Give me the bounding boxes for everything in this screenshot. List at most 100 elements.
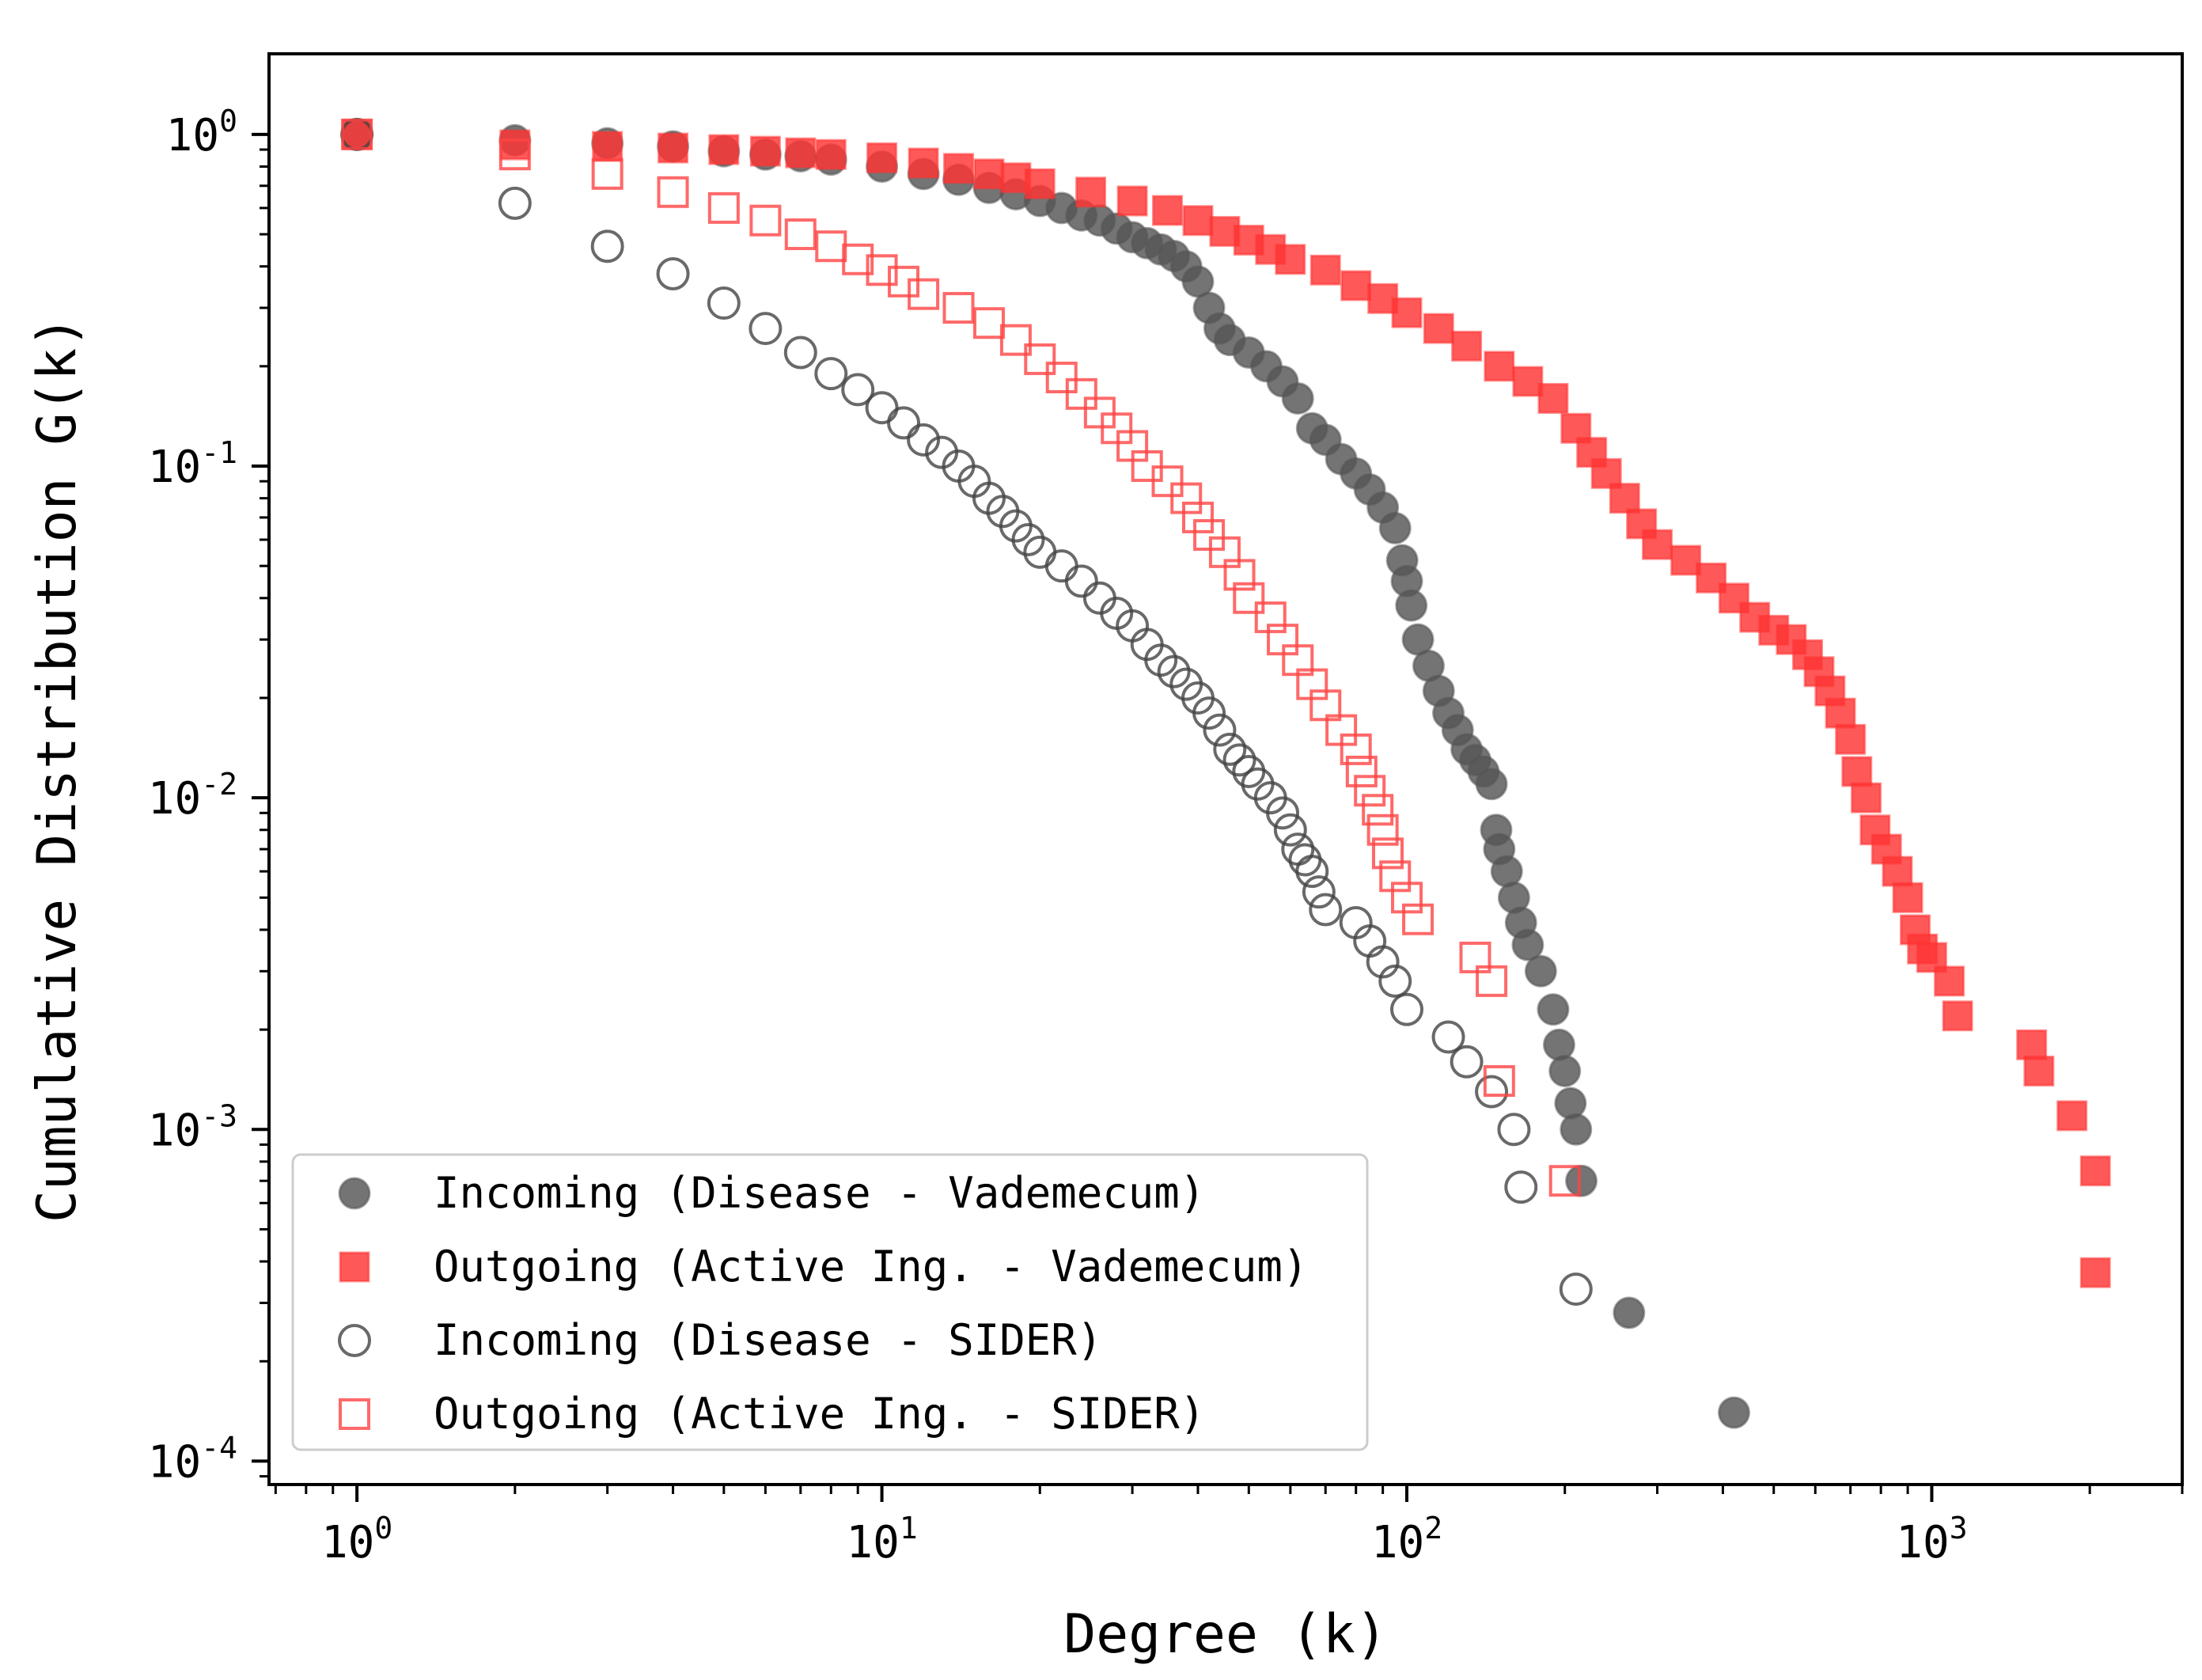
data-point bbox=[1011, 522, 1045, 556]
y-tick-labels: 100 10-1 10-2 10-3 10-4 bbox=[148, 104, 237, 1488]
data-point bbox=[1378, 964, 1412, 998]
data-point bbox=[1459, 941, 1491, 973]
data-point bbox=[1395, 589, 1428, 622]
data-point bbox=[1390, 992, 1424, 1026]
data-point bbox=[1151, 465, 1184, 498]
data-point bbox=[707, 192, 740, 224]
data-point bbox=[866, 142, 898, 173]
data-point bbox=[1391, 882, 1423, 914]
data-point bbox=[1476, 965, 1508, 997]
data-point bbox=[1431, 1020, 1465, 1054]
data-point bbox=[999, 324, 1032, 356]
data-point bbox=[1554, 1087, 1587, 1120]
x-tick-label: 101 bbox=[846, 1511, 917, 1568]
data-point bbox=[1825, 697, 1856, 729]
series-4 bbox=[341, 118, 1581, 1197]
data-point bbox=[908, 278, 940, 310]
data-point bbox=[1642, 529, 1673, 560]
data-markers bbox=[340, 117, 2111, 1429]
data-point bbox=[1181, 501, 1214, 533]
data-point bbox=[2016, 1029, 2048, 1060]
x-tick-label: 100 bbox=[321, 1511, 392, 1568]
data-point bbox=[942, 292, 975, 324]
plot-frame bbox=[267, 52, 2184, 1486]
data-point bbox=[498, 186, 532, 220]
data-point bbox=[1542, 1028, 1575, 1061]
data-point bbox=[1064, 564, 1098, 598]
data-point bbox=[2079, 1155, 2111, 1187]
data-point bbox=[2079, 1257, 2111, 1288]
data-point bbox=[591, 157, 623, 190]
data-point bbox=[1609, 483, 1640, 514]
legend-marker bbox=[339, 1398, 370, 1430]
data-point bbox=[841, 373, 875, 407]
data-point bbox=[708, 134, 740, 165]
data-point bbox=[2056, 1100, 2088, 1132]
legend: Incoming (Disease - Vademecum) Outgoing (… bbox=[291, 1153, 1369, 1451]
legend-box bbox=[291, 1153, 1369, 1451]
data-point bbox=[1024, 343, 1056, 375]
data-point bbox=[1537, 382, 1569, 414]
data-point bbox=[887, 406, 921, 440]
data-point bbox=[1841, 756, 1873, 787]
data-point bbox=[1345, 755, 1378, 787]
data-point bbox=[1475, 768, 1508, 801]
data-point bbox=[1302, 875, 1336, 909]
legend-label: Outgoing (Active Ing. - SIDER) bbox=[434, 1389, 1205, 1439]
y-tick-label: 10-4 bbox=[148, 1430, 237, 1488]
data-point bbox=[815, 138, 847, 170]
data-point bbox=[1718, 1396, 1751, 1429]
x-tick-labels: 100 101 102 103 bbox=[321, 1511, 1968, 1568]
data-point bbox=[1670, 544, 1702, 576]
data-point bbox=[1565, 1164, 1598, 1197]
data-point bbox=[1548, 1165, 1581, 1197]
data-point bbox=[908, 147, 939, 179]
data-point bbox=[1497, 1113, 1531, 1147]
data-point bbox=[1222, 743, 1256, 777]
data-point bbox=[1451, 330, 1483, 362]
data-point bbox=[592, 131, 623, 162]
data-point bbox=[1116, 185, 1148, 217]
x-tick-label: 103 bbox=[1896, 1511, 1967, 1568]
y-tick-label: 10-2 bbox=[148, 767, 237, 825]
data-point bbox=[1157, 654, 1191, 688]
data-point bbox=[1402, 903, 1435, 935]
data-point bbox=[842, 243, 874, 275]
legend-items: Incoming (Disease - Vademecum) Outgoing (… bbox=[338, 1168, 1308, 1439]
data-point bbox=[785, 137, 817, 169]
data-point bbox=[972, 307, 1005, 339]
data-point bbox=[1281, 381, 1314, 415]
legend-marker bbox=[339, 1251, 370, 1283]
data-point bbox=[1233, 582, 1265, 614]
y-tick-label: 100 bbox=[166, 104, 237, 161]
data-point bbox=[590, 229, 624, 264]
legend-marker bbox=[338, 1324, 371, 1357]
data-point bbox=[1354, 775, 1386, 807]
data-point bbox=[1934, 965, 1965, 997]
data-point bbox=[749, 135, 781, 167]
data-point bbox=[341, 118, 373, 150]
data-point bbox=[1273, 813, 1307, 847]
data-point bbox=[1065, 377, 1097, 410]
data-point bbox=[1512, 366, 1544, 397]
data-point bbox=[1075, 176, 1107, 208]
data-point bbox=[1423, 313, 1454, 344]
data-point bbox=[1391, 297, 1423, 328]
series-3 bbox=[340, 117, 1593, 1306]
y-axis-label: Cumulative Distribution G(k) bbox=[26, 316, 89, 1223]
data-point bbox=[1275, 244, 1306, 275]
data-point bbox=[1295, 855, 1329, 889]
data-point bbox=[1379, 860, 1412, 893]
data-point bbox=[499, 129, 531, 161]
data-point bbox=[1366, 813, 1399, 846]
data-point bbox=[1548, 1054, 1582, 1087]
data-point bbox=[656, 256, 690, 290]
data-point bbox=[1882, 855, 1913, 887]
x-tick-label: 102 bbox=[1371, 1511, 1442, 1568]
data-point bbox=[1504, 1170, 1538, 1204]
data-point bbox=[1152, 195, 1184, 226]
data-point bbox=[1511, 928, 1544, 961]
data-point bbox=[1266, 796, 1300, 830]
data-point bbox=[1192, 696, 1226, 730]
